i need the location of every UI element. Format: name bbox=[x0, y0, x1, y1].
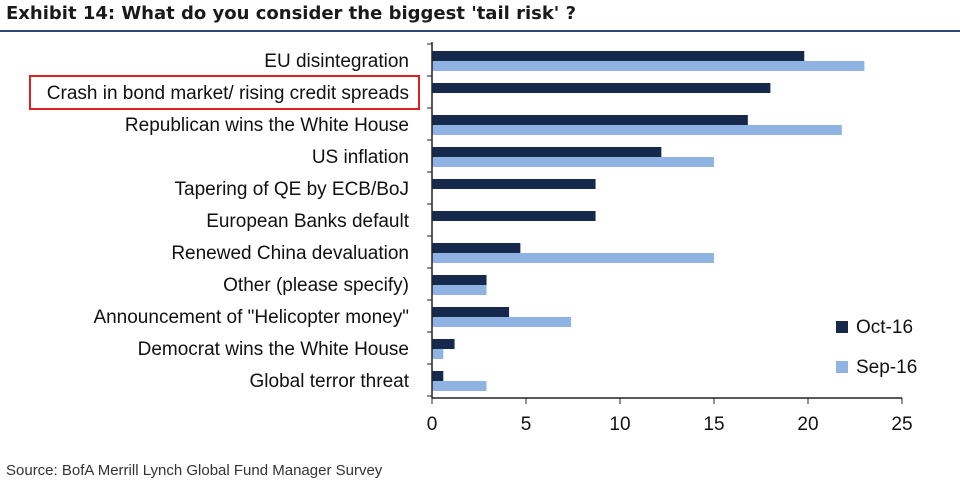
bar-oct-16-2 bbox=[432, 115, 748, 125]
legend-label: Sep-16 bbox=[856, 357, 917, 378]
bar-oct-16-10 bbox=[432, 371, 444, 381]
exhibit-title: Exhibit 14: What do you consider the big… bbox=[6, 3, 577, 24]
category-label: Global terror threat bbox=[250, 371, 410, 392]
x-axis: 0 5 10 15 20 25 bbox=[427, 42, 913, 435]
category-label: EU disintegration bbox=[264, 51, 409, 72]
bar-sep-16-0 bbox=[432, 61, 865, 71]
bar-oct-16-1 bbox=[432, 83, 771, 93]
bar-oct-16-8 bbox=[432, 307, 510, 317]
legend-swatch-oct-16 bbox=[836, 321, 848, 333]
bar-sep-16-3 bbox=[432, 157, 714, 167]
bar-oct-16-4 bbox=[432, 179, 596, 189]
legend-label: Oct-16 bbox=[856, 317, 913, 338]
category-label: Republican wins the White House bbox=[125, 115, 409, 136]
category-labels: EU disintegration Crash in bond market/ r… bbox=[29, 51, 420, 392]
bar-oct-16-6 bbox=[432, 243, 521, 253]
x-tick-label: 10 bbox=[609, 414, 630, 435]
category-label: Other (please specify) bbox=[223, 275, 409, 296]
legend: Oct-16 Sep-16 bbox=[836, 317, 917, 378]
bar-sep-16-7 bbox=[432, 285, 487, 295]
category-label: Democrat wins the White House bbox=[138, 339, 409, 360]
bar-sep-16-10 bbox=[432, 381, 487, 391]
bar-sep-16-9 bbox=[432, 349, 444, 359]
bar-oct-16-9 bbox=[432, 339, 455, 349]
bar-sep-16-6 bbox=[432, 253, 714, 263]
bar-sep-16-8 bbox=[432, 317, 572, 327]
category-label: European Banks default bbox=[206, 211, 410, 232]
source-note: Source: BofA Merrill Lynch Global Fund M… bbox=[6, 462, 383, 479]
x-tick-label: 15 bbox=[703, 414, 724, 435]
bar-oct-16-5 bbox=[432, 211, 596, 221]
x-tick-label: 20 bbox=[797, 414, 818, 435]
title-rule bbox=[0, 30, 960, 32]
x-tick-label: 5 bbox=[521, 414, 532, 435]
category-label: US inflation bbox=[312, 147, 409, 168]
bar-oct-16-7 bbox=[432, 275, 487, 285]
x-tick-label: 0 bbox=[427, 414, 438, 435]
bars-layer bbox=[432, 51, 865, 391]
category-label: Crash in bond market/ rising credit spre… bbox=[47, 83, 409, 104]
legend-swatch-sep-16 bbox=[836, 361, 848, 373]
bar-sep-16-2 bbox=[432, 125, 842, 135]
x-tick-label: 25 bbox=[891, 414, 912, 435]
category-label: Announcement of "Helicopter money" bbox=[93, 307, 409, 328]
bar-oct-16-0 bbox=[432, 51, 805, 61]
highlight-box bbox=[29, 75, 420, 110]
bar-oct-16-3 bbox=[432, 147, 662, 157]
category-label: Renewed China devaluation bbox=[171, 243, 409, 264]
category-label: Tapering of QE by ECB/BoJ bbox=[175, 179, 409, 200]
